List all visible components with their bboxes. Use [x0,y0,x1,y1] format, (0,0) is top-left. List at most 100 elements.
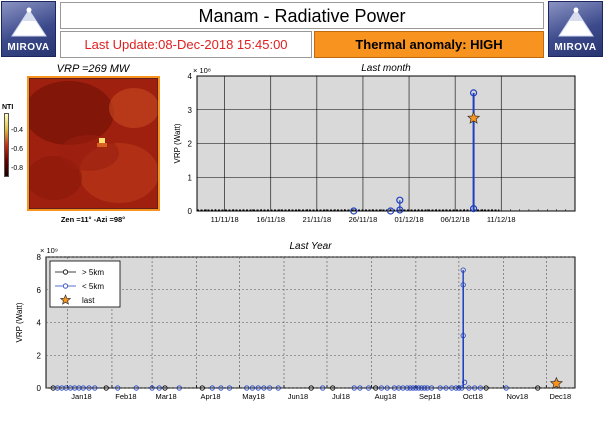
page-title: Manam - Radiative Power [60,2,544,29]
data-point [103,385,109,391]
data-point [477,385,483,391]
data-point [133,385,139,391]
x-tick-label: Jul18 [332,392,350,401]
data-point [483,385,489,391]
colorbar [4,113,9,177]
data-point [86,385,92,391]
data-point [535,385,541,391]
y-tick-label: 3 [188,106,193,115]
chart-title: Last month [361,63,411,74]
data-point [553,379,559,385]
legend-label: < 5km [82,282,104,291]
data-point [63,385,69,391]
data-point [396,206,404,214]
y-tick-label: 2 [188,140,193,149]
y-tick-label: 4 [188,72,193,81]
y-exponent: × 10⁹ [40,246,58,255]
data-point [162,385,168,391]
data-point [50,385,56,391]
y-tick-label: 2 [37,351,42,360]
x-tick-label: 11/11/18 [211,215,239,224]
data-point [462,379,468,385]
data-point [365,385,372,391]
data-point [330,385,336,391]
legend-marker [62,283,69,289]
data-point [261,385,267,391]
data-point [407,385,413,391]
x-tick-label: Jan18 [71,392,91,401]
data-point [429,385,435,391]
data-point [419,385,425,391]
data-point [391,385,397,391]
y-tick-label: 0 [37,384,42,393]
data-point [115,385,121,391]
volcano-logo-icon [11,7,47,37]
legend-box [49,260,121,308]
data-point [373,385,379,391]
data-point [466,385,472,391]
data-point [416,385,422,391]
data-point [59,385,65,391]
data-point [267,385,273,391]
data-point [449,385,455,391]
data-point [67,385,73,391]
data-point [199,385,205,391]
data-point [396,196,404,204]
data-point [472,385,478,391]
thermal-heatmap [29,78,158,209]
x-tick-label: Apr18 [201,392,221,401]
data-point [384,385,390,391]
colorbar-tick: -0.6 [11,146,24,153]
data-point [209,385,215,391]
last-marker [549,376,563,390]
data-point [176,385,182,391]
zenith-azimuth: Zen =11° -Azi =98° [60,215,126,224]
data-point [92,385,98,391]
data-point [149,385,155,391]
data-point [249,385,256,391]
x-tick-label: 16/11/18 [256,215,285,224]
data-point [378,385,385,391]
thermal-image [27,76,160,211]
y-exponent: × 10⁸ [193,66,211,75]
x-tick-label: 26/11/18 [349,215,378,224]
y-tick-label: 8 [37,253,42,262]
logo-text: MIROVA [554,42,597,53]
x-tick-label: 06/12/18 [441,215,470,224]
colorbar-label: NTI [2,104,14,111]
data-point [244,385,250,391]
data-point [387,207,395,215]
data-point [503,385,509,391]
x-tick-label: 11/12/18 [487,215,516,224]
data-point [72,385,78,391]
x-tick-label: Jun18 [288,392,308,401]
data-point [350,207,358,215]
y-tick-label: 6 [37,286,42,295]
data-point [351,385,357,391]
x-tick-label: 21/11/18 [303,215,332,224]
y-tick-label: 0 [188,207,193,216]
x-tick-label: May18 [242,392,265,401]
x-tick-label: 01/12/18 [394,215,423,224]
legend-marker [59,294,72,305]
data-point [80,385,86,391]
x-tick-label: Feb18 [115,392,136,401]
last-marker [467,111,481,124]
plot-area [196,75,576,212]
data-point [469,89,478,97]
data-point [460,332,466,339]
x-tick-label: Dec18 [549,392,571,401]
x-tick-label: Aug18 [375,392,397,401]
data-point [404,385,410,391]
data-point [421,385,428,391]
y-axis-label: VRP (Watt) [15,302,24,342]
y-tick-label: 4 [37,319,42,328]
legend-label: last [82,296,95,305]
mirova-logo-right: MIROVA [548,1,603,57]
legend-marker [62,269,69,275]
data-point [156,385,162,391]
data-point [443,385,449,391]
data-point [460,282,466,288]
data-point [255,385,261,391]
vrp-title: VRP =269 MW [56,63,130,75]
